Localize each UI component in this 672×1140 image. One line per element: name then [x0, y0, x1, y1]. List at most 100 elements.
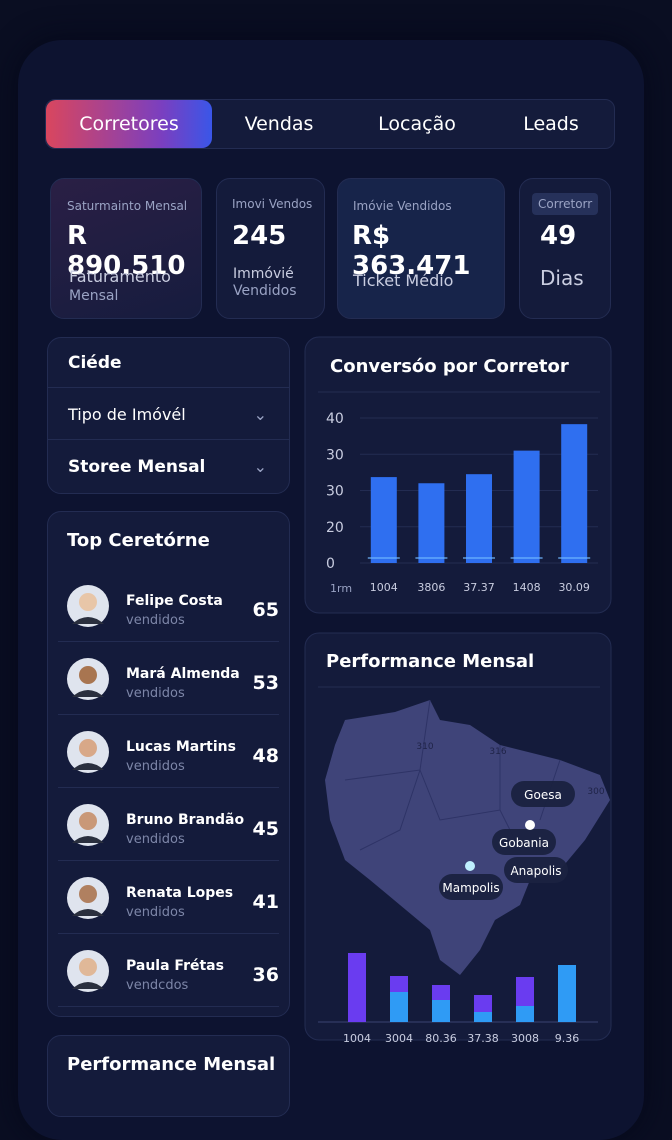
map-label: 310: [416, 742, 433, 752]
filter-panel: Ciéde Tipo de Imóvél ⌄ Storee Mensal ⌄: [47, 337, 290, 494]
filter[interactable]: Storee Mensal ⌄: [48, 442, 289, 492]
agent-count: 65: [252, 599, 279, 621]
x-tick-label: 3806: [417, 581, 445, 594]
avatar-body: [72, 982, 104, 989]
kpi-value: R$ 363.471: [352, 221, 471, 281]
map-label: 316: [489, 747, 506, 757]
avatar: [67, 585, 109, 627]
bar: [370, 477, 397, 563]
map-pill: [439, 874, 503, 900]
agent-count: 48: [252, 745, 279, 767]
agent-sub: vendidos: [126, 686, 185, 701]
bar-segment: [516, 977, 534, 1006]
y-tick-label: 20: [326, 520, 344, 536]
map-dot: [525, 820, 535, 830]
x-tick-label: 1004: [343, 1032, 371, 1045]
filter[interactable]: Ciéde: [48, 338, 289, 388]
tab[interactable]: Locação: [378, 113, 456, 135]
list-row: Bruno Brandão vendidos 45: [58, 788, 279, 861]
kpi-label: Imóvie Vendidos: [353, 199, 452, 213]
top-list: Top Ceretórne Felipe Costa vendidos 65 Mará…: [47, 511, 290, 1017]
kpi-caption: Dias: [540, 266, 584, 290]
bar: [466, 474, 492, 563]
tab[interactable]: Leads: [523, 113, 579, 135]
tab[interactable]: Corretores: [46, 100, 212, 148]
bar-base: [415, 557, 448, 559]
agent-name: Felipe Costa: [126, 593, 223, 609]
bar: [513, 450, 540, 563]
agent-sub: vendidos: [126, 832, 185, 847]
kpi-value: 245: [232, 221, 287, 251]
agent-name: Renata Lopes: [126, 885, 234, 901]
avatar: [67, 950, 109, 992]
filter-label: Ciéde: [68, 353, 122, 373]
bar-segment: [390, 976, 408, 992]
bar: [418, 483, 445, 563]
x-tick-label: 1004: [370, 581, 398, 594]
kpi-label: Corretorr: [532, 193, 599, 215]
avatar-face: [79, 885, 97, 903]
avatar-body: [72, 909, 104, 916]
avatar-face: [79, 666, 97, 684]
avatar-face: [79, 958, 97, 976]
bar: [561, 424, 588, 563]
list-title: Top Ceretórne: [67, 530, 210, 551]
kpi-value: R 890.510: [67, 221, 186, 281]
charts: Conversóo por Corretor Performance Mensa…: [304, 336, 612, 1045]
chevron: ⌄: [253, 405, 267, 424]
avatar-face: [79, 593, 97, 611]
bar-segment: [348, 953, 366, 1022]
filter[interactable]: Tipo de Imóvél ⌄: [48, 390, 289, 440]
x-tick-label: 80.36: [425, 1032, 457, 1045]
filter-label: Storee Mensal: [68, 457, 206, 477]
agent-name: Mará Almenda: [126, 666, 240, 682]
bar-segment: [432, 985, 450, 1000]
bar-base: [510, 557, 543, 559]
y-tick-label: 0: [326, 556, 335, 572]
kpi-caption: Faturamento: [69, 267, 171, 286]
map-pill: [504, 857, 568, 883]
x-tick-label: 37.38: [467, 1032, 499, 1045]
chart-title: Performance Mensal: [326, 651, 534, 672]
kpi-card: Corretorr 49 Dias: [519, 178, 611, 319]
bar-base: [558, 557, 591, 559]
kpi-caption: Vendidos: [233, 283, 297, 299]
map-dot: [465, 861, 475, 871]
agent-count: 53: [252, 672, 279, 694]
list-row: Lucas Martins vendidos 48: [58, 715, 279, 788]
kpi-caption: Mensal: [69, 288, 119, 304]
avatar: [67, 877, 109, 919]
y-tick-label: 30: [326, 484, 344, 500]
y-tick-label: 30: [326, 447, 344, 463]
map-label: Goesa: [524, 788, 562, 802]
list-row: Renata Lopes vendidos 41: [58, 861, 279, 934]
map-label: 300: [587, 787, 604, 797]
bar-segment: [558, 965, 576, 1022]
bar-segment: [432, 1000, 450, 1022]
map: [325, 700, 610, 975]
map-label: Mampolis: [442, 881, 499, 895]
bar-segment: [474, 995, 492, 1012]
kpi-label: Imovi Vendos: [232, 197, 313, 211]
tab[interactable]: Vendas: [244, 113, 314, 135]
tab-bar: Corretores Vendas Locação Leads: [45, 99, 615, 149]
avatar-face: [79, 812, 97, 830]
agent-count: 36: [252, 964, 279, 986]
bar-segment: [474, 1012, 492, 1022]
kpi-label: Saturmainto Mensal: [67, 199, 188, 213]
agent-name: Paula Frétas: [126, 958, 224, 974]
map-borders: [344, 699, 561, 851]
map-label: Gobania: [499, 836, 549, 850]
kpi-caption: Immóvié: [233, 266, 294, 282]
bar-base: [463, 557, 495, 559]
kpi-value: 49: [540, 221, 577, 251]
bar-base: [367, 557, 400, 559]
agent-sub: vendidos: [126, 905, 185, 920]
agent-name: Lucas Martins: [126, 739, 236, 755]
agent-sub: vendidos: [126, 759, 185, 774]
kpi-card: Imóvie Vendidos R$ 363.471 Ticket Médio: [337, 178, 505, 319]
y-tick-label: 40: [326, 411, 344, 427]
agent-count: 41: [252, 891, 279, 913]
x-tick-label: 3008: [511, 1032, 539, 1045]
kpi-card: Imovi Vendos 245 Immóvié Vendidos: [216, 178, 325, 319]
